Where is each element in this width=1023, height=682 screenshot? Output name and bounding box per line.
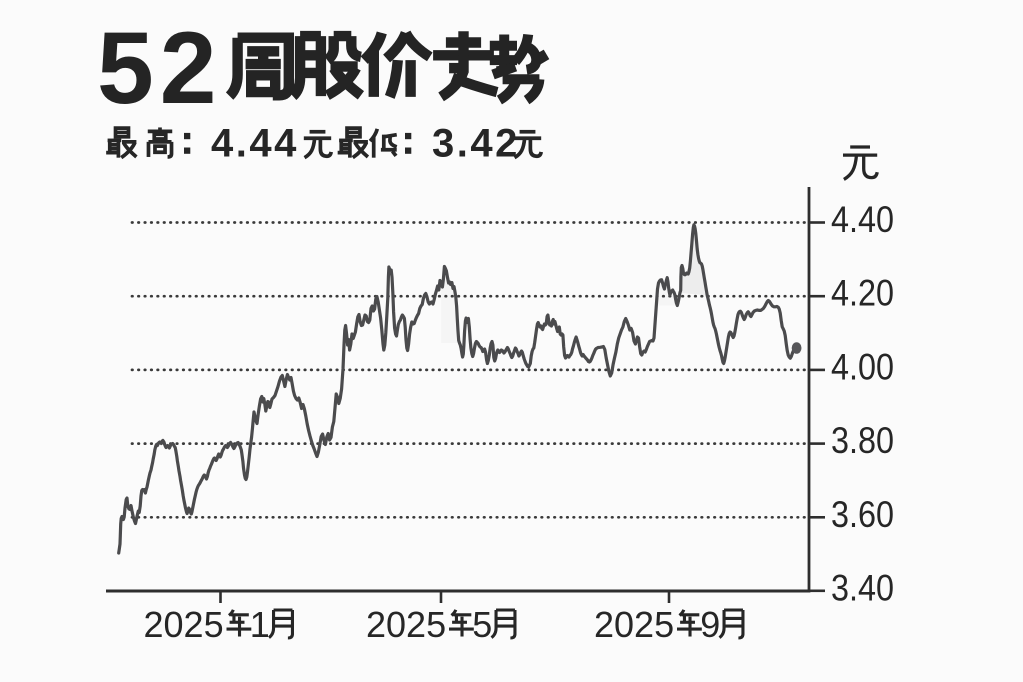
svg-text:4.00: 4.00 bbox=[831, 346, 894, 387]
svg-text:2025: 2025 bbox=[144, 604, 224, 645]
svg-text:3.40: 3.40 bbox=[831, 567, 894, 608]
svg-text:9: 9 bbox=[700, 604, 720, 645]
svg-text:3.42: 3.42 bbox=[432, 122, 520, 166]
svg-text:2025: 2025 bbox=[594, 604, 674, 645]
svg-text:4.40: 4.40 bbox=[831, 199, 894, 240]
svg-text:1: 1 bbox=[250, 604, 270, 645]
svg-text:52: 52 bbox=[97, 11, 222, 125]
svg-text:5: 5 bbox=[472, 604, 492, 645]
svg-text:3.80: 3.80 bbox=[831, 420, 894, 461]
svg-text:2025: 2025 bbox=[366, 604, 446, 645]
svg-text:4.44: 4.44 bbox=[211, 122, 299, 166]
svg-text:4.20: 4.20 bbox=[831, 273, 894, 314]
svg-text:3.60: 3.60 bbox=[831, 494, 894, 535]
